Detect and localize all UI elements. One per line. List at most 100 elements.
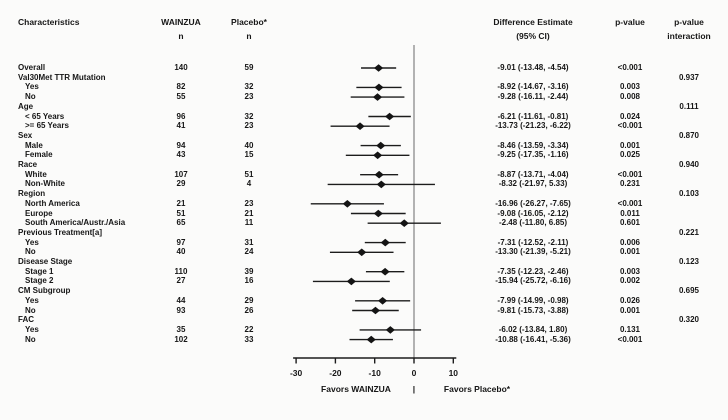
n-wainzua: 35 bbox=[176, 324, 186, 334]
diamond-marker bbox=[373, 64, 384, 72]
col-header-ci: (95% CI) bbox=[516, 31, 550, 41]
n-wainzua: 40 bbox=[176, 247, 186, 257]
diamond-marker bbox=[380, 238, 390, 247]
p-value: <0.001 bbox=[617, 198, 643, 208]
n-placebo: 24 bbox=[244, 247, 254, 257]
estimate-text: -10.88 (-16.41, -5.36) bbox=[495, 334, 571, 344]
estimate-text: -15.94 (-25.72, -6.16) bbox=[495, 276, 571, 286]
p-interaction: 0.870 bbox=[678, 130, 700, 140]
col-header-wainzua-n: n bbox=[178, 31, 184, 41]
n-wainzua: 82 bbox=[176, 82, 186, 92]
diamond-marker bbox=[370, 306, 381, 315]
diamond-marker bbox=[374, 83, 384, 92]
row-label: Europe bbox=[25, 208, 53, 218]
n-wainzua: 94 bbox=[176, 140, 186, 150]
n-placebo: 15 bbox=[244, 150, 254, 160]
n-placebo: 33 bbox=[244, 334, 254, 344]
favors-wainzua-label: Favors WAINZUA bbox=[321, 384, 391, 394]
row-label: Yes bbox=[25, 237, 39, 247]
n-wainzua: 93 bbox=[176, 305, 186, 315]
n-placebo: 32 bbox=[244, 82, 254, 92]
p-value: 0.011 bbox=[620, 208, 640, 218]
estimate-text: -7.35 (-12.23, -2.46) bbox=[497, 266, 569, 276]
estimate-text: -7.31 (-12.52, -2.11) bbox=[497, 237, 569, 247]
col-header-wainzua: WAINZUA bbox=[161, 17, 201, 27]
group-label: FAC bbox=[18, 315, 34, 325]
diamond-marker bbox=[380, 267, 390, 276]
n-placebo: 23 bbox=[244, 121, 254, 131]
estimate-text: -7.99 (-14.99, -0.98) bbox=[497, 295, 569, 305]
n-placebo: 23 bbox=[244, 92, 254, 102]
group-label: Previous Treatment[a] bbox=[18, 227, 103, 237]
p-value: <0.001 bbox=[617, 169, 643, 179]
group-label: Disease Stage bbox=[18, 257, 73, 266]
row-label: >= 65 Years bbox=[25, 121, 69, 131]
col-header-characteristics: Characteristics bbox=[18, 17, 80, 27]
n-placebo: 16 bbox=[244, 276, 254, 286]
n-placebo: 26 bbox=[244, 305, 254, 315]
diamond-marker bbox=[374, 170, 384, 179]
estimate-text: -16.96 (-26.27, -7.65) bbox=[495, 198, 571, 208]
n-placebo: 39 bbox=[244, 266, 254, 276]
favors-separator: | bbox=[412, 384, 416, 394]
p-value: 0.008 bbox=[619, 92, 641, 102]
diamond-marker bbox=[376, 180, 386, 189]
row-label: Stage 1 bbox=[25, 266, 54, 276]
n-placebo: 51 bbox=[244, 169, 254, 179]
n-wainzua: 107 bbox=[174, 169, 188, 179]
n-wainzua: 96 bbox=[176, 111, 186, 121]
row-label: Yes bbox=[25, 82, 39, 92]
diamond-marker bbox=[373, 151, 383, 160]
p-value: 0.001 bbox=[619, 140, 641, 150]
n-wainzua: 102 bbox=[174, 334, 188, 344]
col-header-p-interaction-line1: p-value bbox=[674, 17, 704, 27]
diamond-marker bbox=[366, 335, 376, 344]
col-header-placebo: Placebo* bbox=[231, 17, 267, 27]
n-placebo: 22 bbox=[244, 324, 254, 334]
p-value: 0.131 bbox=[619, 324, 641, 334]
n-wainzua: 21 bbox=[176, 198, 186, 208]
p-value: 0.002 bbox=[619, 276, 641, 286]
x-axis-tick-label: 10 bbox=[449, 368, 459, 378]
x-axis-tick-label: -30 bbox=[290, 368, 303, 378]
col-header-p-interaction-line2: interaction bbox=[667, 31, 711, 41]
diamond-marker bbox=[376, 141, 386, 150]
diamond-marker bbox=[399, 219, 409, 227]
estimate-text: -6.21 (-11.61, -0.81) bbox=[497, 111, 569, 121]
p-value: 0.003 bbox=[619, 266, 641, 276]
row-label: Yes bbox=[25, 324, 39, 334]
estimate-text: -2.48 (-11.80, 6.85) bbox=[498, 218, 568, 228]
p-interaction: 0.695 bbox=[678, 286, 700, 296]
p-value: 0.001 bbox=[619, 247, 641, 257]
n-wainzua: 29 bbox=[176, 179, 186, 189]
col-header-placebo-n: n bbox=[246, 31, 252, 41]
estimate-text: -13.30 (-21.39, -5.21) bbox=[495, 247, 571, 257]
estimate-text: -9.01 (-13.48, -4.54) bbox=[497, 63, 569, 72]
n-placebo: 32 bbox=[244, 111, 254, 121]
n-placebo: 31 bbox=[244, 237, 254, 247]
row-label: No bbox=[25, 305, 36, 315]
row-label: White bbox=[25, 169, 47, 179]
diamond-marker bbox=[355, 122, 365, 130]
n-placebo: 11 bbox=[244, 218, 254, 228]
n-placebo: 29 bbox=[244, 295, 254, 305]
p-value: 0.601 bbox=[619, 218, 641, 228]
estimate-text: -13.73 (-21.23, -6.22) bbox=[495, 121, 571, 131]
n-placebo: 40 bbox=[244, 140, 254, 150]
p-value: 0.003 bbox=[619, 82, 641, 92]
diamond-marker bbox=[342, 200, 352, 208]
n-wainzua: 140 bbox=[174, 63, 188, 72]
group-label: CM Subgroup bbox=[18, 286, 71, 296]
p-value: 0.001 bbox=[619, 305, 641, 315]
row-label: Stage 2 bbox=[25, 276, 54, 286]
row-label: Male bbox=[25, 140, 43, 150]
p-value: 0.006 bbox=[619, 237, 641, 247]
x-axis-tick-label: -10 bbox=[369, 368, 382, 378]
group-label: Sex bbox=[18, 130, 33, 140]
n-placebo: 4 bbox=[246, 179, 252, 189]
p-value: <0.001 bbox=[617, 63, 643, 72]
estimate-text: -8.92 (-14.67, -3.16) bbox=[497, 82, 569, 92]
p-value: <0.001 bbox=[617, 334, 643, 344]
p-value: 0.026 bbox=[619, 295, 641, 305]
